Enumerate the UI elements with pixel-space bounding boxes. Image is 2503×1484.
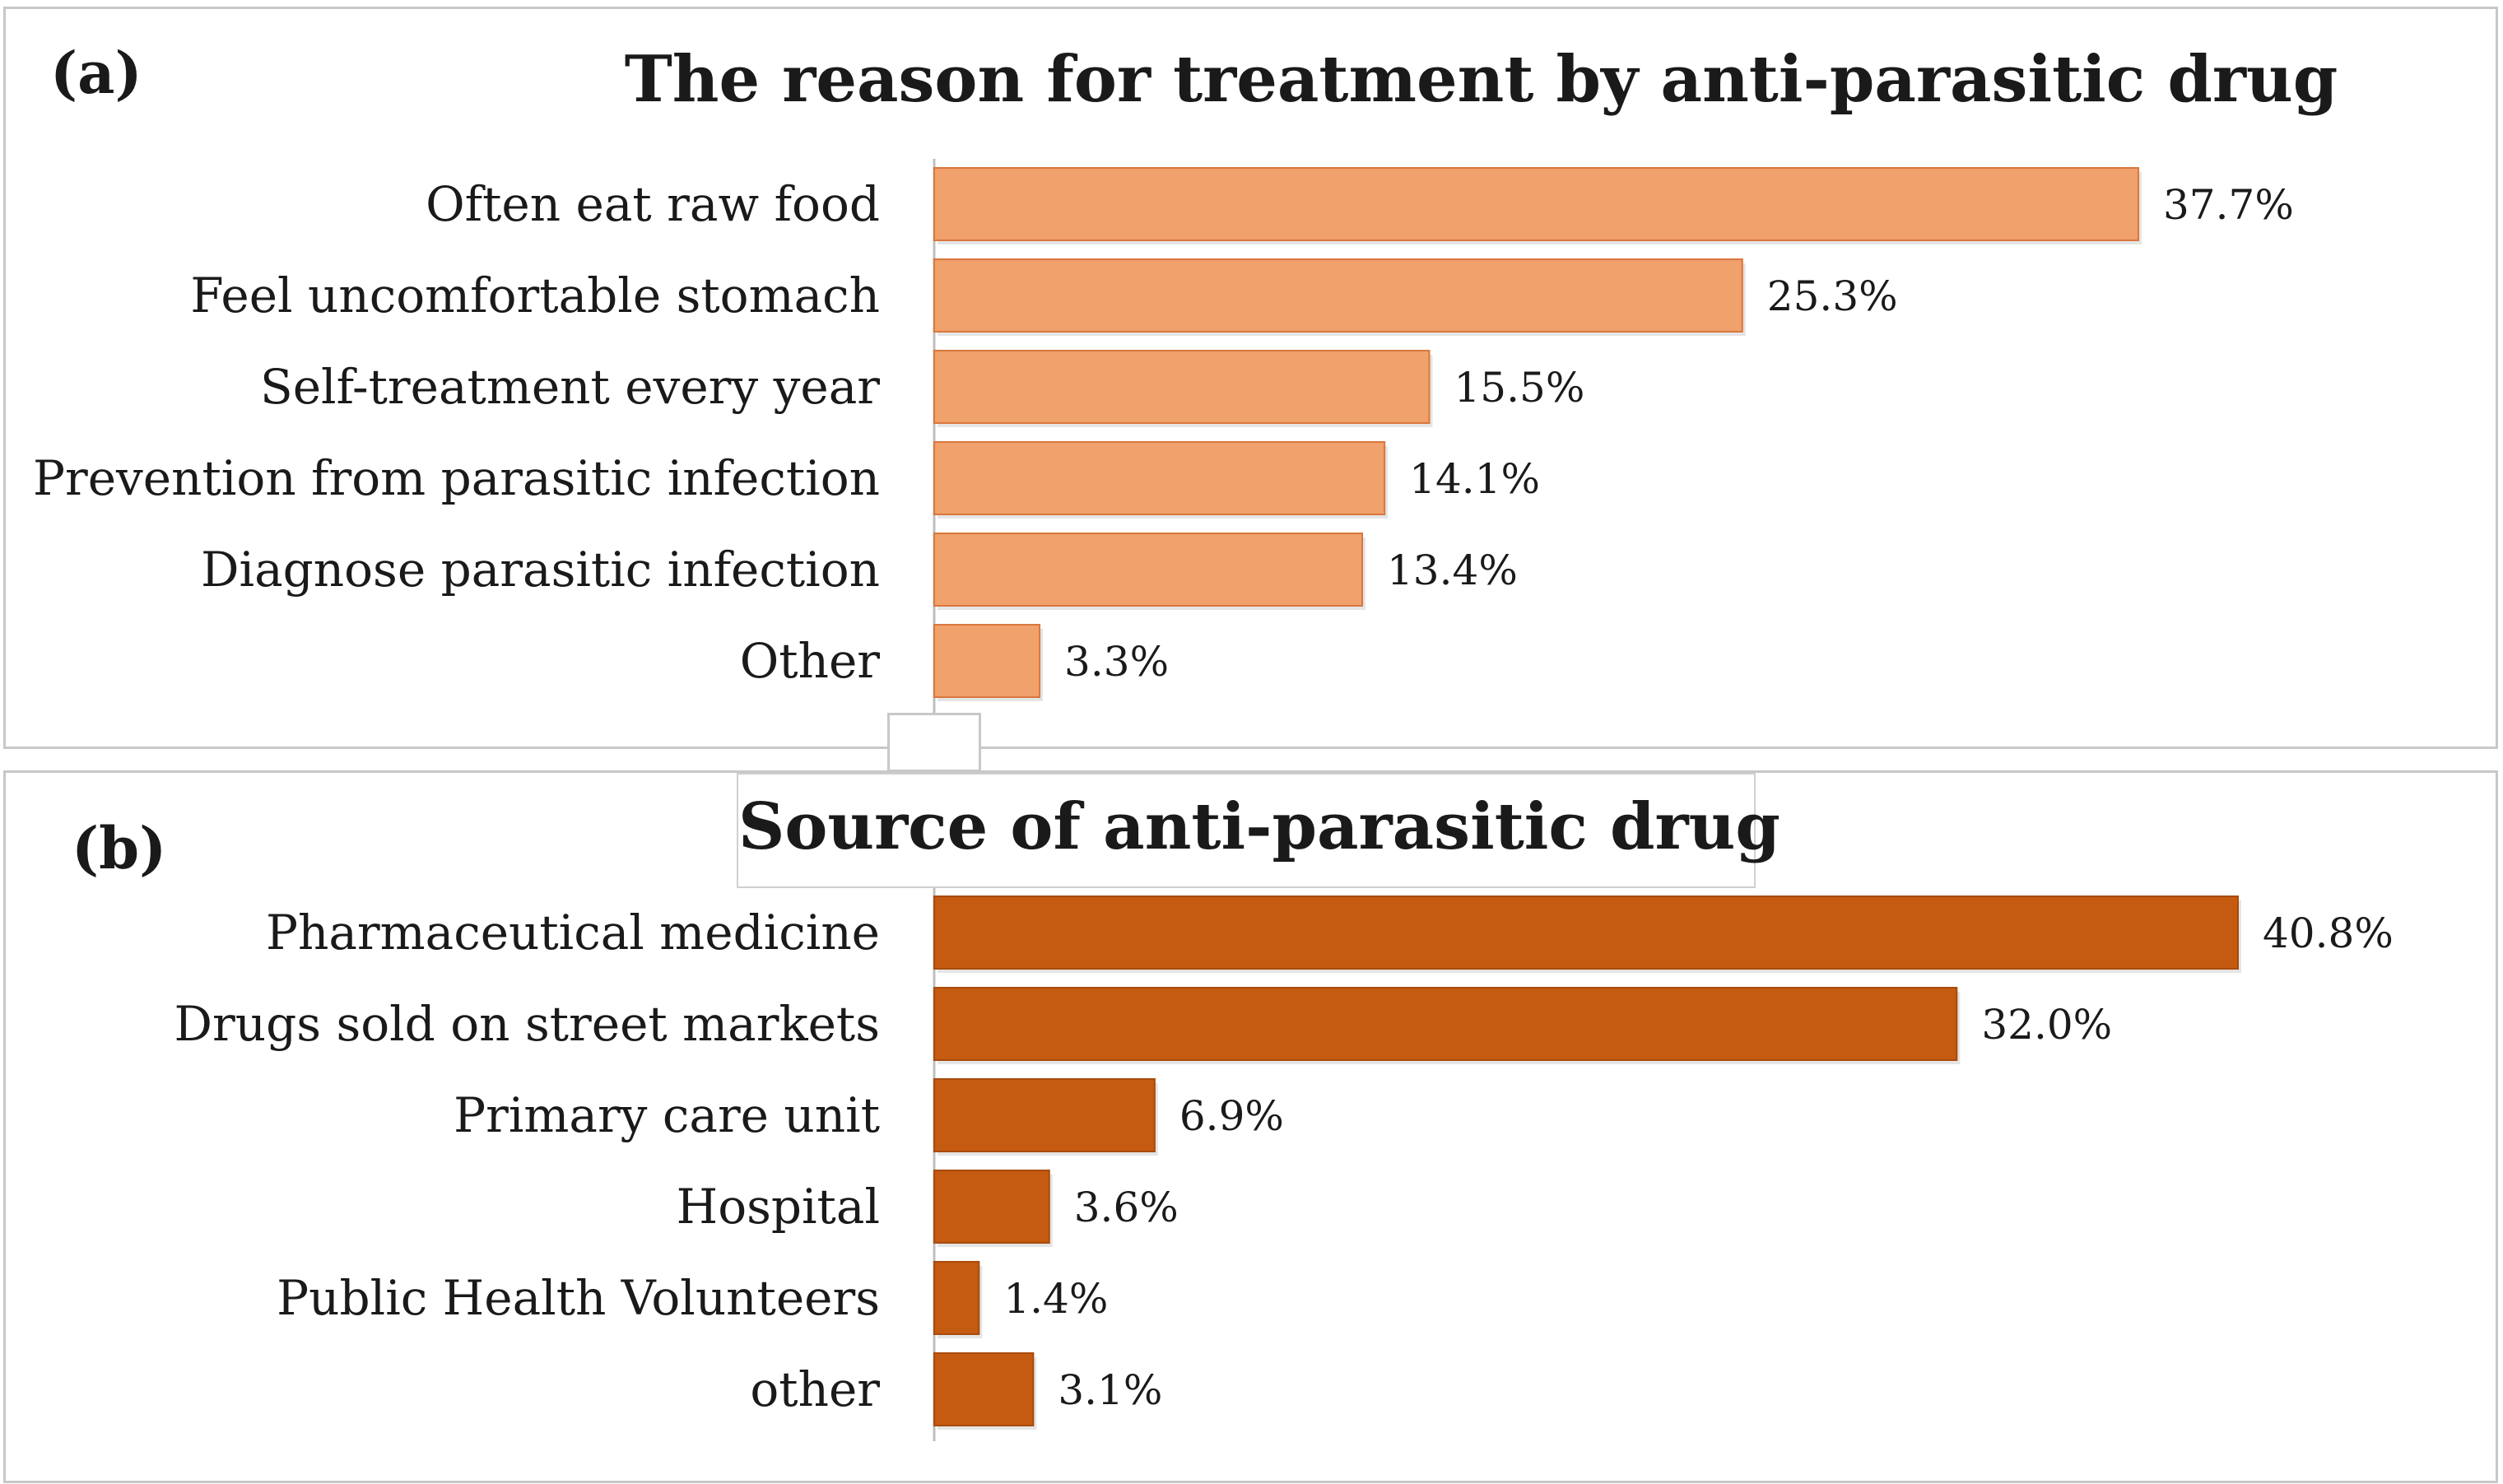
category-label: Drugs sold on street markets [174, 996, 880, 1052]
value-label: 32.0% [1981, 1001, 2112, 1049]
value-label: 3.1% [1058, 1366, 1162, 1414]
bar-0-0 [933, 167, 2139, 241]
value-label: 13.4% [1387, 547, 1518, 594]
chart-title-b: Source of anti-parasitic drug [738, 789, 1780, 864]
category-label: Public Health Volunteers [277, 1270, 880, 1326]
bar-chart-a: Often eat raw food 37.7% Feel uncomfortabl… [33, 159, 2294, 747]
panel-label-a: (a) [50, 39, 142, 107]
panel-b: (b) Pharmaceutical medicine 40.8% Drugs so… [3, 770, 2498, 1483]
value-label: 1.4% [1003, 1275, 1108, 1323]
bar-chart-b: Pharmaceutical medicine 40.8% Drugs sold o… [174, 888, 2394, 1441]
bar-1-1 [933, 987, 1958, 1061]
category-label: Other [740, 633, 881, 689]
bar-1-3 [933, 1170, 1050, 1244]
value-label: 40.8% [2263, 909, 2394, 957]
category-label: Hospital [677, 1179, 880, 1235]
category-label: Self-treatment every year [260, 359, 880, 415]
bar-0-4 [933, 533, 1364, 607]
bar-0-2 [933, 350, 1431, 424]
value-label: 37.7% [2163, 181, 2294, 229]
bar-0-3 [933, 441, 1386, 515]
panel-label-b: (b) [72, 814, 167, 882]
category-label: Diagnose parasitic infection [201, 542, 880, 598]
bar-1-4 [933, 1261, 980, 1335]
category-label: Feel uncomfortable stomach [190, 267, 880, 323]
bar-0-5 [933, 624, 1041, 698]
value-label: 15.5% [1454, 364, 1584, 412]
value-label: 3.6% [1074, 1184, 1179, 1231]
chart-title-box-b: Source of anti-parasitic drug [737, 773, 1780, 888]
bar-1-5 [933, 1352, 1035, 1426]
category-label: Often eat raw food [426, 176, 880, 232]
panel-connector [887, 713, 981, 772]
value-label: 14.1% [1409, 455, 1540, 503]
value-label: 25.3% [1767, 272, 1898, 320]
value-label: 6.9% [1179, 1092, 1284, 1140]
chart-title-a: The reason for treatment by anti-parasit… [624, 42, 2338, 117]
category-label: Primary care unit [454, 1087, 880, 1143]
bar-0-1 [933, 258, 1743, 333]
category-label: Prevention from parasitic infection [33, 450, 880, 506]
category-label: other [750, 1361, 880, 1417]
category-label: Pharmaceutical medicine [266, 905, 880, 961]
panel-a: (a) The reason for treatment by anti-par… [3, 7, 2498, 749]
bar-1-2 [933, 1078, 1156, 1152]
bar-1-0 [933, 896, 2239, 970]
value-label: 3.3% [1064, 638, 1169, 686]
